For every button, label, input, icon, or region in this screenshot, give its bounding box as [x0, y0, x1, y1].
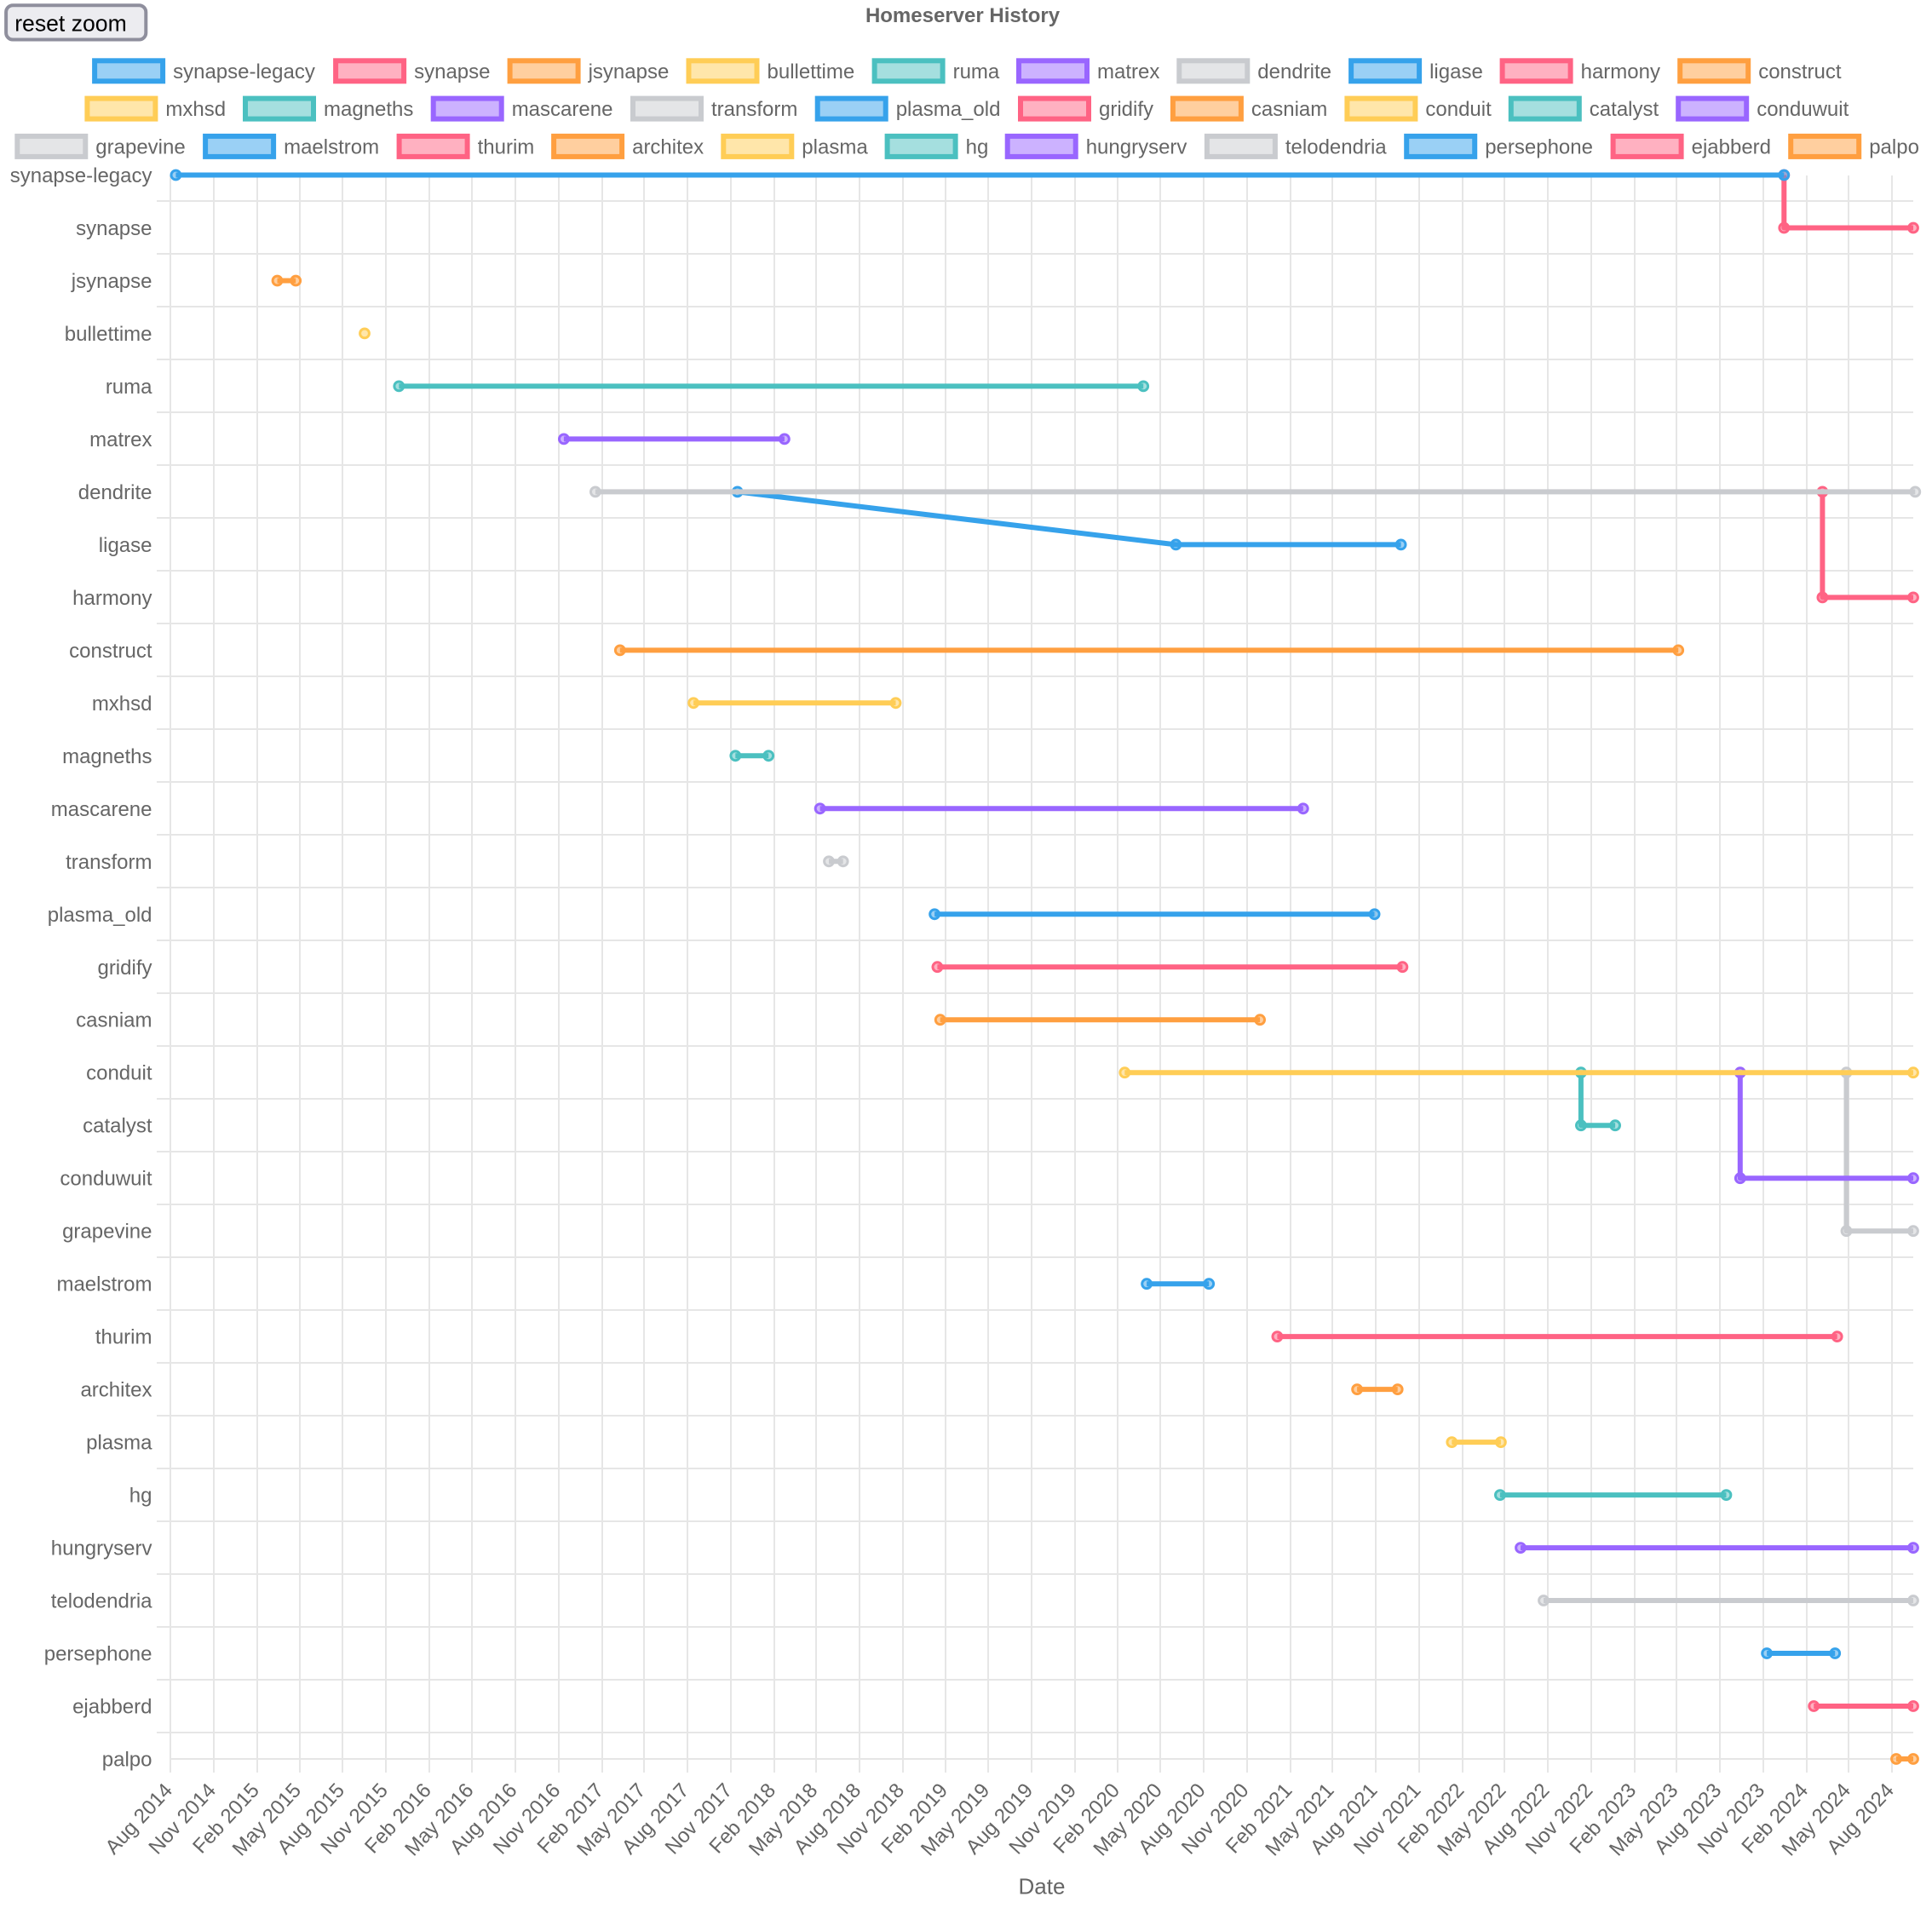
- svg-text:mxhsd: mxhsd: [165, 98, 226, 121]
- svg-text:synapse-legacy: synapse-legacy: [10, 164, 152, 187]
- svg-text:maelstrom: maelstrom: [284, 135, 379, 158]
- svg-text:matrex: matrex: [89, 428, 152, 451]
- svg-text:persephone: persephone: [1485, 135, 1593, 158]
- svg-text:plasma: plasma: [86, 1432, 152, 1455]
- svg-text:bullettime: bullettime: [65, 323, 152, 346]
- svg-text:ligase: ligase: [99, 534, 152, 557]
- svg-text:transform: transform: [66, 851, 152, 874]
- svg-text:mxhsd: mxhsd: [92, 693, 152, 716]
- svg-text:thurim: thurim: [95, 1326, 152, 1349]
- svg-text:Date: Date: [1019, 1874, 1066, 1899]
- svg-text:synapse-legacy: synapse-legacy: [173, 60, 315, 83]
- svg-text:harmony: harmony: [72, 587, 152, 610]
- svg-text:catalyst: catalyst: [83, 1115, 152, 1138]
- svg-text:synapse: synapse: [414, 60, 490, 83]
- svg-text:plasma: plasma: [802, 135, 868, 158]
- svg-text:matrex: matrex: [1097, 60, 1159, 83]
- svg-text:transform: transform: [711, 98, 797, 121]
- svg-text:construct: construct: [1758, 60, 1842, 83]
- svg-text:ruma: ruma: [953, 60, 1000, 83]
- svg-text:magneths: magneths: [62, 745, 152, 768]
- svg-text:dendrite: dendrite: [1257, 60, 1331, 83]
- svg-text:gridify: gridify: [1099, 98, 1153, 121]
- svg-text:architex: architex: [632, 135, 704, 158]
- svg-text:hungryserv: hungryserv: [51, 1537, 152, 1560]
- svg-text:telodendria: telodendria: [51, 1590, 152, 1613]
- svg-text:gridify: gridify: [97, 957, 152, 980]
- svg-text:mascarene: mascarene: [512, 98, 613, 121]
- svg-text:telodendria: telodendria: [1285, 135, 1387, 158]
- svg-text:plasma_old: plasma_old: [896, 98, 1001, 121]
- svg-text:hg: hg: [966, 135, 989, 158]
- svg-text:ejabberd: ejabberd: [1692, 135, 1771, 158]
- svg-text:conduit: conduit: [86, 1062, 152, 1085]
- svg-text:harmony: harmony: [1581, 60, 1660, 83]
- svg-text:bullettime: bullettime: [768, 60, 855, 83]
- svg-text:construct: construct: [69, 640, 152, 663]
- svg-text:ligase: ligase: [1429, 60, 1483, 83]
- svg-text:palpo: palpo: [102, 1749, 152, 1772]
- svg-text:casniam: casniam: [76, 1009, 152, 1032]
- svg-text:Homeserver History: Homeserver History: [865, 4, 1061, 27]
- svg-text:architex: architex: [80, 1379, 152, 1402]
- svg-text:plasma_old: plasma_old: [48, 904, 152, 927]
- svg-text:palpo: palpo: [1869, 135, 1919, 158]
- svg-text:catalyst: catalyst: [1590, 98, 1659, 121]
- svg-text:magneths: magneths: [324, 98, 413, 121]
- svg-text:grapevine: grapevine: [95, 135, 185, 158]
- svg-text:casniam: casniam: [1251, 98, 1327, 121]
- svg-text:ruma: ruma: [106, 376, 152, 399]
- svg-text:grapevine: grapevine: [62, 1221, 152, 1244]
- svg-text:hg: hg: [129, 1485, 152, 1508]
- svg-text:maelstrom: maelstrom: [56, 1273, 152, 1296]
- svg-text:jsynapse: jsynapse: [588, 60, 670, 83]
- svg-text:conduwuit: conduwuit: [60, 1168, 152, 1191]
- svg-text:conduwuit: conduwuit: [1757, 98, 1849, 121]
- svg-text:persephone: persephone: [44, 1643, 152, 1666]
- svg-text:ejabberd: ejabberd: [72, 1696, 152, 1719]
- svg-text:jsynapse: jsynapse: [71, 270, 152, 293]
- svg-text:synapse: synapse: [76, 217, 152, 240]
- svg-text:dendrite: dendrite: [78, 481, 152, 504]
- svg-text:reset zoom: reset zoom: [14, 10, 127, 36]
- svg-text:thurim: thurim: [478, 135, 535, 158]
- svg-text:conduit: conduit: [1425, 98, 1492, 121]
- svg-text:hungryserv: hungryserv: [1086, 135, 1187, 158]
- svg-text:mascarene: mascarene: [51, 798, 152, 821]
